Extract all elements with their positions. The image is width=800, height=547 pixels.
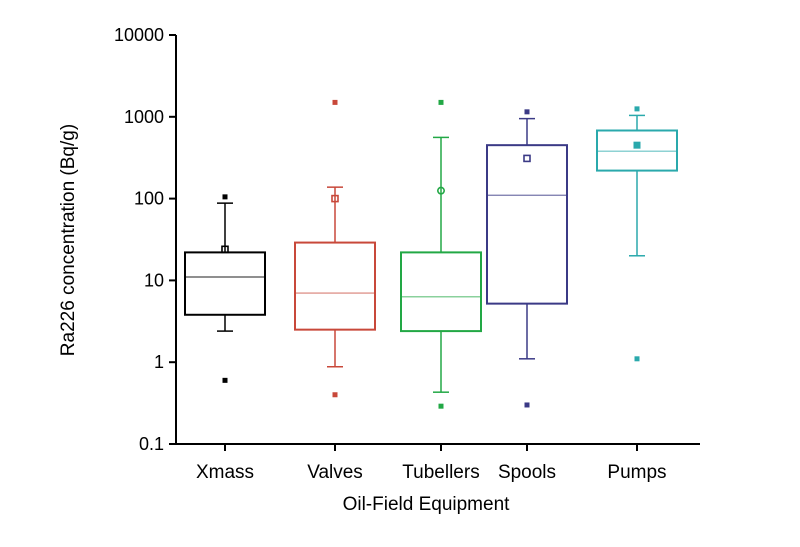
x-tick-label: Xmass	[196, 462, 254, 483]
mean-marker	[331, 194, 339, 203]
y-tick-label: 1	[154, 352, 164, 372]
x-axis-label: Oil-Field Equipment	[343, 494, 511, 515]
box-group-valves	[294, 99, 376, 398]
outlier-point	[332, 392, 338, 398]
box-group-tubellers	[400, 99, 482, 409]
mean-marker	[221, 245, 229, 254]
outlier-point	[438, 403, 444, 409]
box	[400, 251, 482, 333]
outlier-point	[634, 106, 640, 112]
mean-marker	[633, 141, 641, 149]
box	[294, 241, 376, 331]
outlier-point	[332, 99, 338, 105]
boxes	[184, 99, 678, 409]
x-tick-label: Spools	[498, 462, 556, 483]
axes: 0.1 1 10 100 1000 10000 Xmass Valves Tubellers Sp…	[114, 25, 700, 483]
outlier-point	[222, 194, 228, 200]
y-tick-label: 10000	[114, 25, 164, 45]
box	[596, 129, 678, 172]
outlier-point	[222, 377, 228, 383]
y-axis-label: Ra226 concentration (Bq/g)	[58, 124, 79, 356]
box-group-xmass	[184, 194, 266, 383]
mean-marker	[436, 186, 445, 195]
y-tick-label: 100	[134, 189, 164, 209]
box	[486, 144, 568, 305]
mean-marker	[523, 154, 531, 163]
y-tick-label: 10	[144, 270, 164, 290]
x-tick-label: Pumps	[607, 462, 666, 483]
outlier-point	[438, 99, 444, 105]
box-group-spools	[486, 109, 568, 408]
x-tick-label: Valves	[307, 462, 363, 483]
outlier-point	[524, 109, 530, 115]
box-group-pumps	[596, 106, 678, 362]
outlier-point	[634, 356, 640, 362]
x-tick-label: Tubellers	[402, 462, 479, 483]
outlier-point	[524, 402, 530, 408]
y-tick-label: 0.1	[139, 434, 164, 454]
y-tick-label: 1000	[124, 107, 164, 127]
box	[184, 251, 266, 316]
